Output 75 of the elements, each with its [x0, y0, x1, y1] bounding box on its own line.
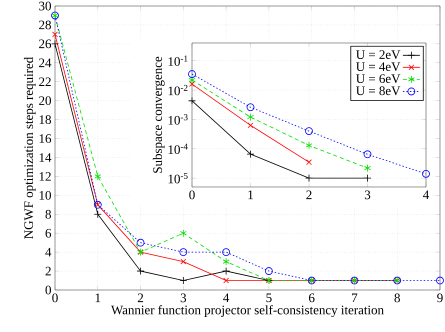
- y-tick-label: 6: [46, 228, 52, 238]
- y-tick-label: 12: [40, 172, 51, 181]
- y-tick-label: 0: [46, 286, 51, 294]
- point: [364, 164, 371, 172]
- x-tick-label: 6: [308, 294, 315, 302]
- point: [306, 159, 312, 166]
- x-tick-label: 5: [266, 294, 272, 302]
- point: [364, 150, 372, 158]
- point: [51, 40, 59, 48]
- x-tick-label: 7: [352, 294, 358, 302]
- point: [248, 122, 254, 128]
- y-tick-label: 20: [39, 96, 51, 106]
- x-tick-label: 3: [364, 190, 370, 200]
- legend-label: U = 8eV: [356, 86, 400, 96]
- point: [222, 248, 230, 256]
- point: [306, 142, 312, 150]
- y-tick-label: 14: [40, 153, 52, 162]
- y-tick-label: 4: [45, 248, 52, 256]
- y-tick-label: 8: [46, 210, 51, 219]
- y-tick-label: 22: [39, 77, 51, 86]
- y-tick-label: 16: [40, 134, 52, 143]
- point: [188, 76, 196, 84]
- point: [422, 170, 430, 178]
- point: [222, 258, 230, 266]
- x-tick-label: 1: [96, 294, 100, 302]
- x-tick-label: 4: [223, 294, 230, 302]
- y-tick-label: 28: [39, 20, 51, 30]
- point: [305, 174, 313, 182]
- x-tick-label: 9: [437, 294, 443, 302]
- legend-label: U = 4eV: [356, 62, 400, 72]
- point: [222, 267, 230, 275]
- point: [246, 103, 254, 112]
- y-tick-label: 10$^{-3}$: [168, 114, 188, 125]
- point: [136, 267, 144, 275]
- y-tick-label: 2: [46, 266, 51, 276]
- y-tick-label: 10$^{-1}$: [168, 55, 188, 66]
- legend-label: U = 6eV: [356, 74, 400, 84]
- x-tick-label: 8: [394, 294, 400, 302]
- x-tick-label: 2: [138, 294, 144, 302]
- point: [136, 238, 144, 247]
- y-tick-label: 26: [39, 40, 52, 48]
- point: [180, 258, 186, 264]
- x-tick-label: 1: [248, 190, 253, 200]
- point: [179, 276, 188, 284]
- point: [52, 32, 58, 38]
- point: [246, 150, 254, 158]
- point: [188, 70, 196, 78]
- point: [265, 267, 273, 275]
- point: [189, 81, 195, 87]
- y-axis-title: NGWF optimization steps required: [24, 56, 36, 239]
- y-tick-label: 18: [40, 115, 51, 124]
- y-tick-label: 10: [40, 190, 51, 200]
- point: [94, 210, 102, 218]
- y-tick-label: 30: [39, 2, 51, 10]
- legend-label: U = 2eV: [356, 50, 400, 60]
- y-tick-label: 10$^{-4}$: [168, 144, 188, 154]
- x-tick-label: 3: [180, 294, 186, 302]
- y-tick-label: 10$^{-2}$: [168, 84, 188, 96]
- x-axis-title: Wannier function projector self-consistency iteration: [111, 305, 384, 318]
- point: [305, 127, 313, 135]
- point: [180, 229, 187, 238]
- point: [364, 174, 372, 182]
- point: [223, 278, 229, 284]
- x-tick-label: 4: [423, 190, 430, 200]
- x-tick-label: 2: [306, 190, 312, 200]
- point: [436, 276, 444, 284]
- x-tick-label: 0: [189, 190, 195, 200]
- y-axis-title: Subspace convergence: [152, 56, 165, 173]
- point: [179, 248, 188, 256]
- point: [94, 172, 102, 180]
- y-tick-label: 10$^{-5}$: [168, 172, 188, 184]
- y-tick-label: 24: [39, 58, 52, 68]
- x-tick-label: 0: [52, 294, 58, 302]
- point: [247, 113, 254, 121]
- point: [188, 96, 196, 105]
